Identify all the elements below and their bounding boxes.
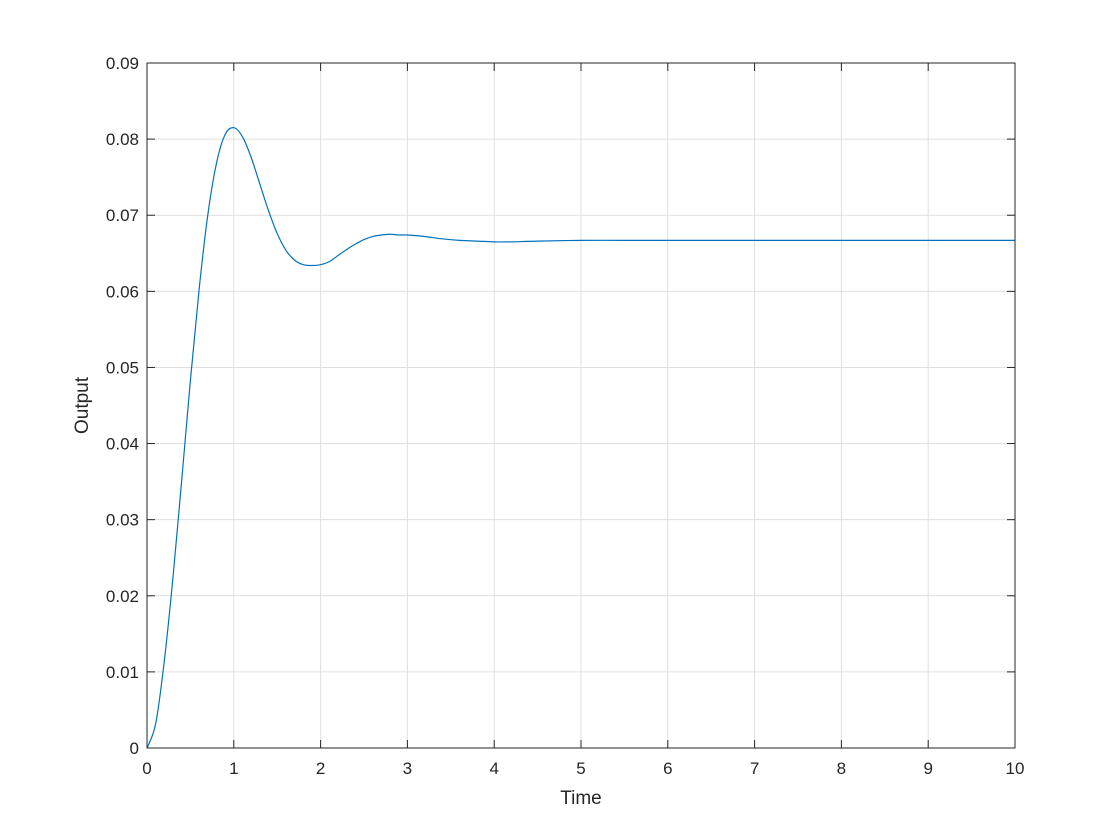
y-tick-label: 0.02 (106, 587, 139, 606)
x-tick-label: 9 (923, 759, 932, 778)
x-tick-labels: 0 1 2 3 4 5 6 7 8 9 10 (142, 759, 1024, 778)
y-tick-label: 0.03 (106, 511, 139, 530)
y-tick-label: 0.09 (106, 54, 139, 73)
x-tick-label: 4 (489, 759, 498, 778)
x-tick-label: 3 (403, 759, 412, 778)
x-tick-label: 5 (576, 759, 585, 778)
series-layer (146, 127, 1015, 749)
y-tick-label: 0.08 (106, 130, 139, 149)
x-axis-label: Time (560, 788, 602, 809)
y-tick-label: 0.07 (106, 206, 139, 225)
x-tick-label: 10 (1006, 759, 1025, 778)
x-tick-label: 6 (663, 759, 672, 778)
x-tick-label: 2 (316, 759, 325, 778)
x-tick-label: 0 (142, 759, 151, 778)
y-tick-label: 0.01 (106, 663, 139, 682)
x-tick-label: 8 (837, 759, 846, 778)
y-tick-label: 0.05 (106, 358, 139, 377)
x-tick-label: 1 (229, 759, 238, 778)
y-axis-label: Output (72, 376, 93, 434)
y-tick-label: 0.04 (106, 435, 139, 454)
y-tick-label: 0.06 (106, 282, 139, 301)
series-line-0 (146, 127, 1015, 749)
axis-ticks (146, 62, 1016, 749)
y-tick-labels: 0 0.01 0.02 0.03 0.04 0.05 0.06 0.07 0.08 0.09 (106, 54, 139, 758)
x-tick-label: 7 (750, 759, 759, 778)
y-tick-label: 0 (130, 739, 139, 758)
